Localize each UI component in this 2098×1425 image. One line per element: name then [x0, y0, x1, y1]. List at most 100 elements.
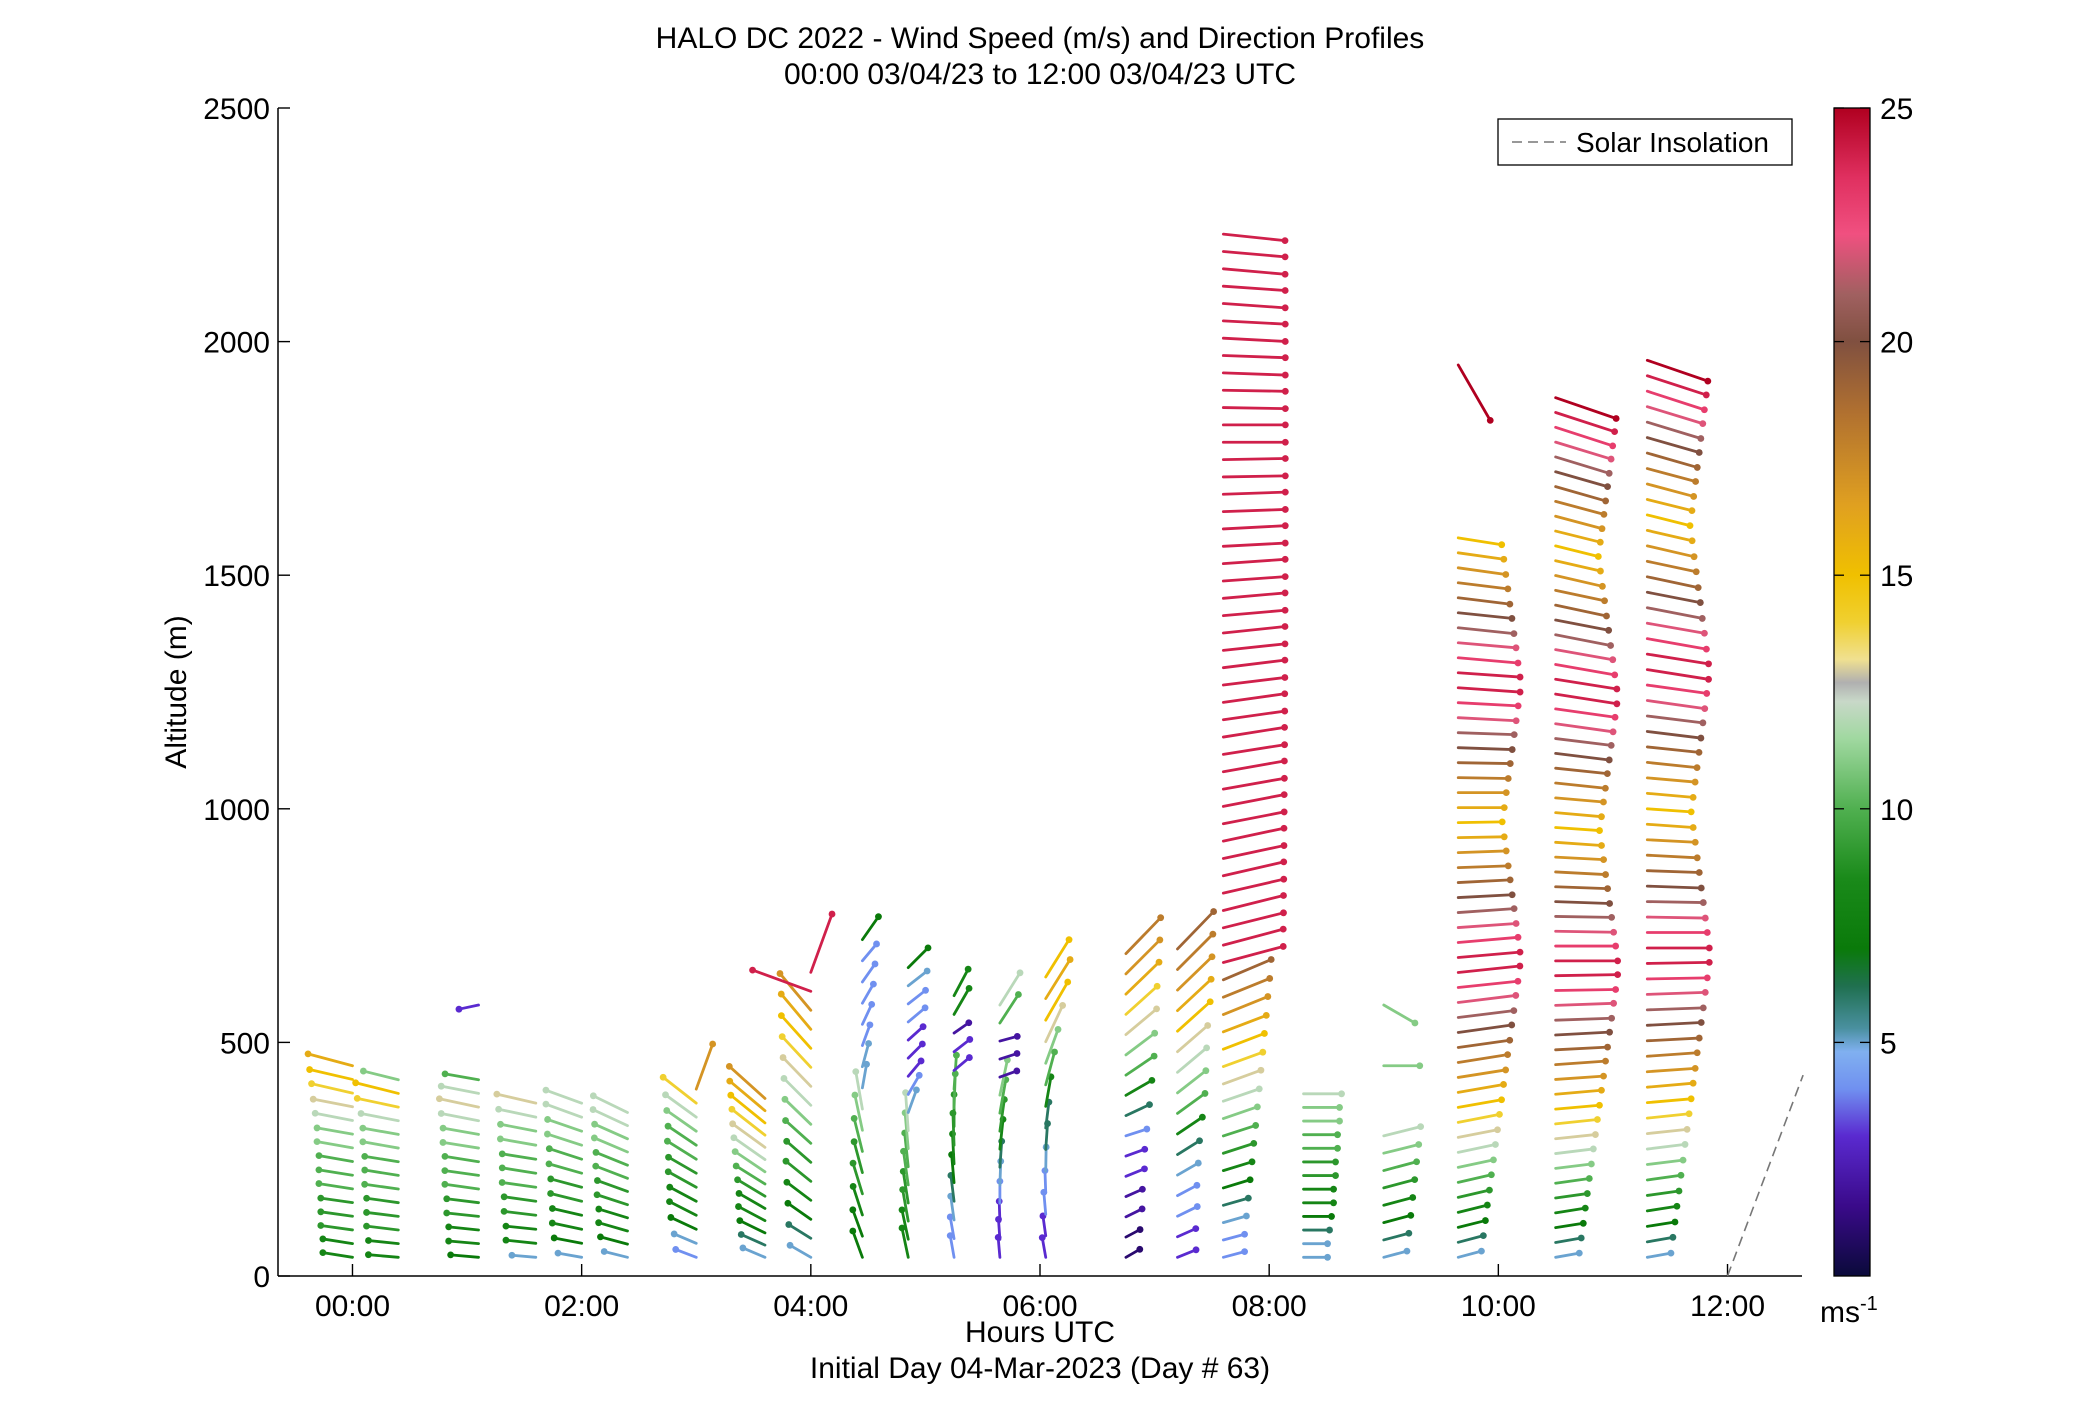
wind-barb	[1554, 1030, 1611, 1037]
wind-barb	[901, 1169, 910, 1205]
wind-barb	[900, 1226, 910, 1259]
wind-barb	[1554, 1001, 1616, 1007]
wind-barb-head	[1151, 1029, 1159, 1037]
wind-barb	[1221, 743, 1286, 756]
wind-barb-head	[965, 1019, 973, 1027]
wind-barb-head	[1692, 478, 1700, 485]
wind-barb	[1456, 746, 1514, 751]
wind-barb-head	[1148, 1076, 1156, 1084]
wind-barb-head	[508, 1251, 516, 1259]
wind-barb	[361, 1069, 400, 1082]
wind-barb	[785, 1139, 813, 1164]
wind-barb	[906, 1088, 918, 1114]
wind-barb-head	[1702, 645, 1710, 653]
wind-barb	[510, 1253, 538, 1259]
wind-barb-head	[1281, 354, 1289, 362]
x-tick-label: 06:00	[1002, 1290, 1077, 1323]
wind-barb-head	[500, 1207, 508, 1215]
wind-barb-head	[1604, 1043, 1611, 1051]
wind-barb	[851, 1185, 864, 1217]
wind-barb-head	[1280, 774, 1288, 782]
y-tick-label: 1000	[203, 794, 270, 827]
colorbar-tick-label: 20	[1880, 327, 1913, 360]
wind-barb	[784, 1119, 813, 1145]
wind-barb-head	[1051, 1048, 1058, 1056]
wind-barb-head	[550, 1234, 558, 1242]
wind-barb-head	[315, 1180, 323, 1187]
wind-barb	[854, 1070, 864, 1111]
wind-barb	[1124, 1103, 1151, 1117]
wind-barb	[851, 1208, 864, 1238]
wind-barb-head	[1490, 1156, 1497, 1164]
wind-barb-head	[542, 1100, 550, 1108]
wind-barb	[595, 1193, 629, 1207]
wind-barb	[1645, 822, 1695, 829]
wind-barb-head	[1482, 1217, 1489, 1224]
wind-barb	[904, 1091, 910, 1132]
wind-barb-head	[1705, 675, 1712, 683]
wind-barb-head	[1598, 1086, 1605, 1094]
wind-barb	[1645, 990, 1707, 996]
wind-barb-head	[1703, 974, 1711, 982]
wind-barb	[1554, 781, 1607, 790]
wind-barb	[1645, 1204, 1679, 1213]
legend: Solar Insolation	[1497, 118, 1793, 166]
wind-barb	[1221, 810, 1286, 826]
wind-barb	[782, 1077, 813, 1107]
wind-barb-head	[1681, 1141, 1689, 1148]
wind-barb	[1221, 284, 1287, 292]
wind-barb	[317, 1182, 354, 1191]
wind-barb	[367, 1239, 400, 1246]
wind-barb	[1554, 500, 1606, 516]
wind-barb	[1456, 731, 1516, 737]
wind-barb-head	[1281, 438, 1289, 446]
wind-barb	[1456, 1203, 1489, 1214]
wind-barb-head	[1065, 936, 1073, 944]
wind-barb	[594, 1151, 629, 1167]
wind-barb-head	[965, 984, 973, 992]
wind-barb-head	[1589, 1145, 1597, 1153]
wind-barb	[1456, 835, 1506, 840]
wind-barb-head	[309, 1095, 317, 1103]
wind-barb	[1456, 1038, 1512, 1049]
wind-barb-head	[871, 960, 879, 968]
wind-barb-head	[1330, 1185, 1337, 1193]
wind-barb-head	[1516, 948, 1524, 956]
wind-barb-head	[1138, 1205, 1146, 1213]
wind-barb-head	[597, 1233, 604, 1241]
wind-barb-head	[1209, 930, 1217, 938]
wind-barb-head	[1695, 1034, 1703, 1042]
wind-barb	[1645, 1158, 1685, 1166]
wind-barb	[1221, 776, 1286, 791]
wind-barb-head	[1204, 1022, 1212, 1029]
wind-barb-head	[1597, 567, 1604, 575]
wind-barb	[449, 1253, 480, 1259]
wind-barb	[1456, 596, 1512, 606]
wind-barb	[738, 1219, 767, 1235]
wind-barb-head	[1202, 1067, 1210, 1075]
wind-barb-head	[1013, 1033, 1021, 1040]
colorbar-unit-base: ms	[1820, 1296, 1860, 1329]
wind-barb-head	[1417, 1123, 1425, 1131]
wind-barb-head	[502, 1222, 510, 1230]
wind-barb-head	[1581, 1204, 1589, 1212]
wind-barb-head	[1281, 690, 1289, 698]
wind-barb	[1554, 633, 1613, 647]
wind-barb-head	[1602, 497, 1610, 505]
wind-barb-head	[1279, 943, 1287, 950]
wind-barb	[1645, 776, 1697, 784]
wind-barb	[547, 1162, 584, 1175]
wind-barb	[1554, 1147, 1595, 1155]
wind-barb-head	[664, 1168, 672, 1176]
wind-barb-head	[1281, 656, 1289, 664]
wind-barb-head	[739, 1244, 747, 1252]
wind-barb	[1645, 791, 1695, 799]
wind-barb-head	[1583, 1190, 1591, 1197]
wind-barb	[1221, 608, 1287, 618]
wind-barb-head	[592, 1149, 600, 1156]
wind-barb	[1554, 440, 1613, 461]
wind-barb	[1221, 927, 1285, 947]
wind-barb-head	[445, 1223, 453, 1231]
wind-barb-head	[593, 1191, 601, 1199]
wind-barb-head	[1612, 942, 1620, 950]
